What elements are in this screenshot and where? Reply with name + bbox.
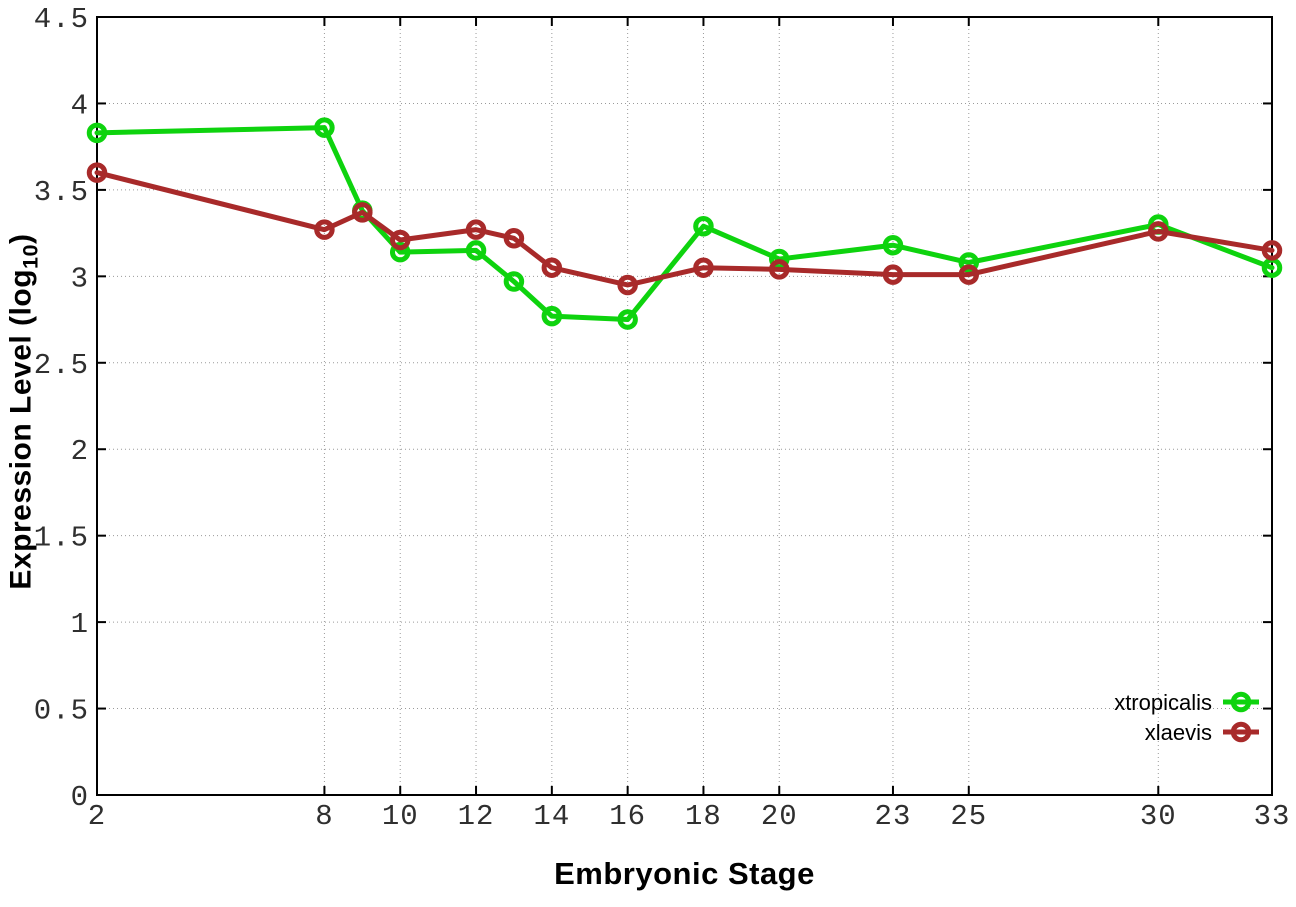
- data-point-xtropicalis: [465, 240, 487, 261]
- x-tick-label: 16: [609, 800, 646, 833]
- y-axis-label-subscript: 10: [17, 243, 43, 269]
- y-tick-label: 2.5: [34, 349, 89, 382]
- y-tick-label: 0: [71, 781, 89, 814]
- data-point-xtropicalis: [314, 117, 335, 138]
- x-tick-label: 18: [685, 800, 722, 833]
- data-point-xlaevis: [541, 257, 563, 278]
- data-point-xlaevis: [1261, 240, 1283, 261]
- y-tick-label: 4.5: [34, 3, 89, 36]
- data-point-xlaevis: [769, 259, 790, 280]
- data-point-xlaevis: [882, 264, 904, 285]
- x-tick-label: 30: [1140, 800, 1177, 833]
- data-point-xlaevis: [503, 228, 525, 249]
- data-point-xtropicalis: [541, 305, 563, 327]
- legend-label-xtropicalis: xtropicalis: [1114, 690, 1212, 715]
- x-tick-label: 8: [315, 800, 333, 833]
- legend-marker-xlaevis: [1230, 721, 1252, 743]
- y-tick-label: 3: [71, 262, 89, 295]
- data-point-xlaevis: [389, 229, 411, 251]
- x-tick-label: 14: [533, 800, 570, 833]
- data-point-xtropicalis: [617, 309, 638, 330]
- data-point-xtropicalis: [882, 234, 904, 256]
- data-point-xtropicalis: [503, 271, 525, 292]
- data-point-xtropicalis: [693, 215, 714, 237]
- data-point-xtropicalis: [389, 241, 411, 263]
- data-point-xlaevis: [314, 219, 335, 240]
- x-axis-label: Embryonic Stage: [554, 856, 815, 891]
- data-point-xtropicalis: [769, 248, 790, 270]
- x-tick-label: 2: [88, 800, 106, 833]
- data-point-xtropicalis: [86, 122, 108, 144]
- x-tick-label: 33: [1254, 800, 1291, 833]
- data-point-xlaevis: [958, 264, 980, 285]
- data-point-xtropicalis: [958, 252, 980, 273]
- data-point-xlaevis: [465, 219, 487, 240]
- y-axis-label: Expression Level (log10): [5, 212, 44, 612]
- x-tick-label: 25: [950, 800, 987, 833]
- y-tick-label: 0.5: [34, 695, 89, 728]
- y-tick-label: 4: [71, 89, 89, 122]
- legend-marker-xtropicalis: [1230, 691, 1252, 713]
- data-point-xlaevis: [617, 274, 638, 296]
- x-tick-label: 10: [382, 800, 419, 833]
- x-tick-label: 20: [761, 800, 798, 833]
- data-point-xlaevis: [1148, 221, 1169, 242]
- series-line-xtropicalis: [94, 125, 1275, 323]
- y-tick-label: 2: [71, 435, 89, 468]
- data-point-xlaevis: [86, 162, 108, 183]
- data-point-xlaevis: [352, 202, 373, 223]
- data-point-xlaevis: [693, 257, 714, 278]
- plot-border: [96, 16, 1273, 796]
- x-tick-label: 23: [875, 800, 912, 833]
- y-axis-label-suffix: ): [4, 233, 38, 244]
- x-tick-label: 12: [458, 800, 495, 833]
- y-tick-label: 3.5: [34, 176, 89, 209]
- y-tick-label: 1: [71, 608, 89, 641]
- y-axis-label-text: Expression Level (log: [4, 268, 38, 590]
- legend-label-xlaevis: xlaevis: [1145, 720, 1212, 745]
- y-tick-label: 1.5: [34, 522, 89, 555]
